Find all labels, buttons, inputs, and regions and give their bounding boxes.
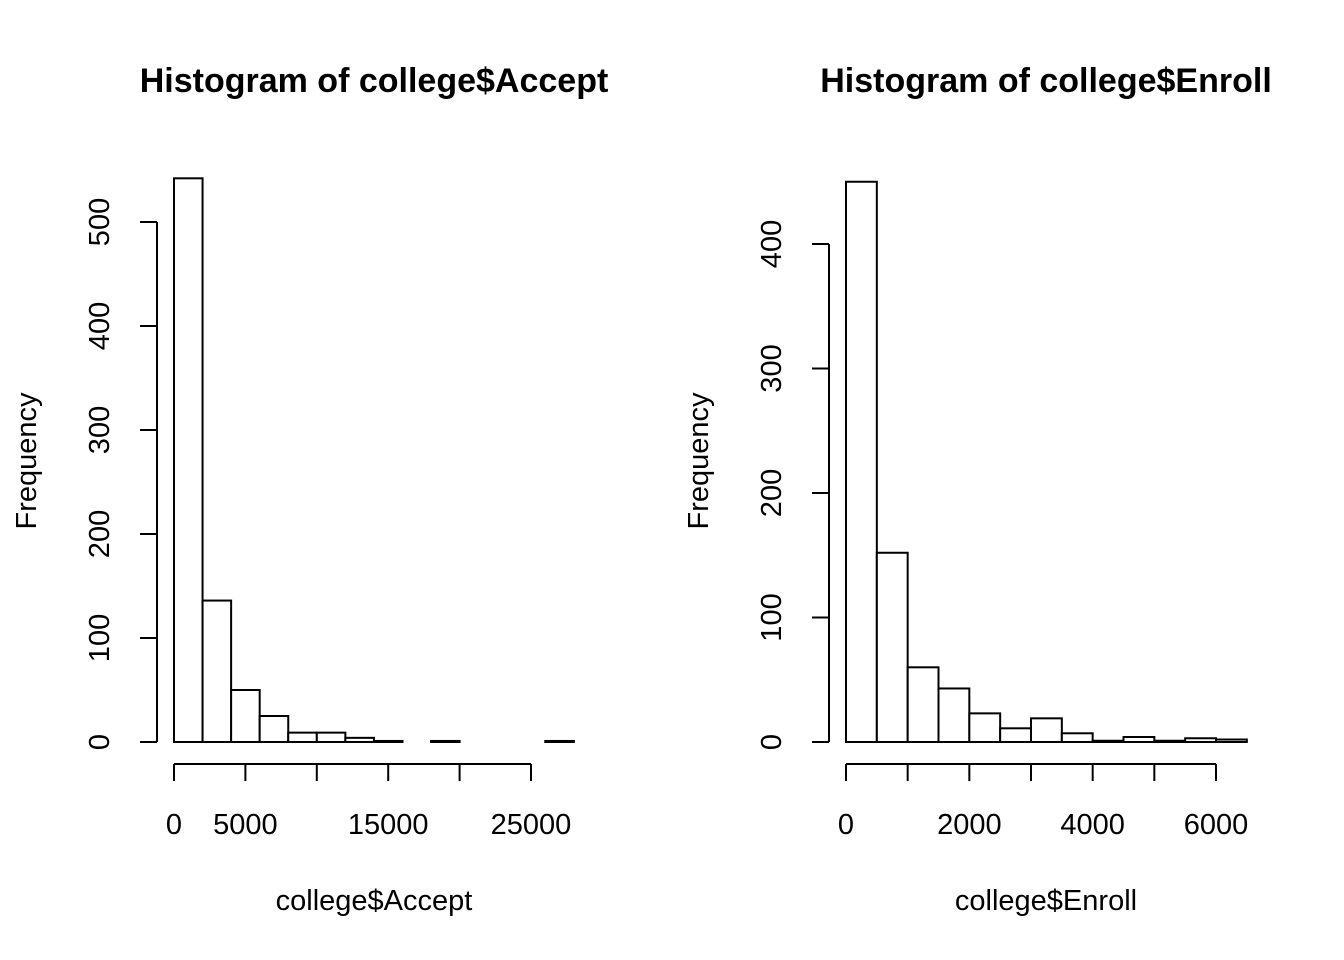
histogram-bar xyxy=(544,739,575,744)
histogram-bar xyxy=(1091,739,1125,744)
histogram-bar xyxy=(999,727,1033,743)
x-tick-label: 6000 xyxy=(1184,809,1249,841)
y-tick-label: 100 xyxy=(84,614,116,662)
histogram-bar xyxy=(1215,738,1248,744)
histogram-bar xyxy=(287,731,318,744)
histogram-bar xyxy=(845,180,878,743)
histogram-bar xyxy=(173,177,204,743)
histogram-bar xyxy=(315,731,347,744)
bars-group xyxy=(845,180,1248,744)
histogram-bar xyxy=(1153,739,1187,744)
accept-histogram-panel: Histogram of college$Accept college$Acce… xyxy=(11,62,608,917)
x-tick-label: 2000 xyxy=(937,809,1002,841)
x-tick-label: 0 xyxy=(838,809,854,841)
enroll-histogram-panel: Histogram of college$Enroll college$Enro… xyxy=(683,62,1272,917)
x-tick-label: 5000 xyxy=(213,809,278,841)
x-tick-label: 15000 xyxy=(348,809,429,841)
histogram-bar xyxy=(201,599,233,743)
y-tick-label: 300 xyxy=(756,344,788,392)
histogram-bar xyxy=(258,715,290,743)
histogram-bar xyxy=(1060,732,1094,743)
y-axis: 0 100 200 300 400 500 xyxy=(84,198,158,750)
y-tick-label: 400 xyxy=(756,220,788,268)
y-tick-label: 100 xyxy=(756,593,788,641)
y-axis-label: Frequency xyxy=(683,392,715,530)
y-tick-label: 400 xyxy=(84,302,116,350)
y-axis-label: Frequency xyxy=(11,392,43,530)
histogram-bar xyxy=(344,736,375,744)
histogram-bar xyxy=(1122,736,1156,744)
histogram-bar xyxy=(372,739,404,744)
histogram-bar xyxy=(968,712,1002,743)
y-tick-label: 0 xyxy=(84,734,116,750)
chart-title: Histogram of college$Enroll xyxy=(820,62,1272,100)
histogram-bar xyxy=(1030,717,1063,743)
y-tick-label: 200 xyxy=(756,469,788,517)
x-tick-label: 0 xyxy=(166,809,182,841)
histogram-bar xyxy=(1184,737,1217,744)
histogram-bar xyxy=(875,551,909,744)
y-tick-label: 0 xyxy=(756,734,788,750)
x-axis: 0 5000 15000 25000 xyxy=(166,763,572,841)
x-axis: 0 2000 4000 6000 xyxy=(838,763,1249,841)
x-tick-label: 4000 xyxy=(1060,809,1125,841)
histogram-bar xyxy=(937,687,971,744)
y-tick-label: 300 xyxy=(84,406,116,454)
x-tick-label: 25000 xyxy=(491,809,572,841)
x-axis-label: college$Accept xyxy=(276,885,473,917)
histogram-bar xyxy=(906,666,940,743)
histogram-bar xyxy=(230,689,261,743)
y-axis: 0 100 200 300 400 xyxy=(756,220,830,750)
bars-group xyxy=(173,177,575,744)
y-tick-label: 200 xyxy=(84,510,116,558)
y-tick-label: 500 xyxy=(84,198,116,246)
histogram-bar xyxy=(430,739,461,744)
chart-title: Histogram of college$Accept xyxy=(140,62,609,100)
x-axis-label: college$Enroll xyxy=(955,885,1137,917)
